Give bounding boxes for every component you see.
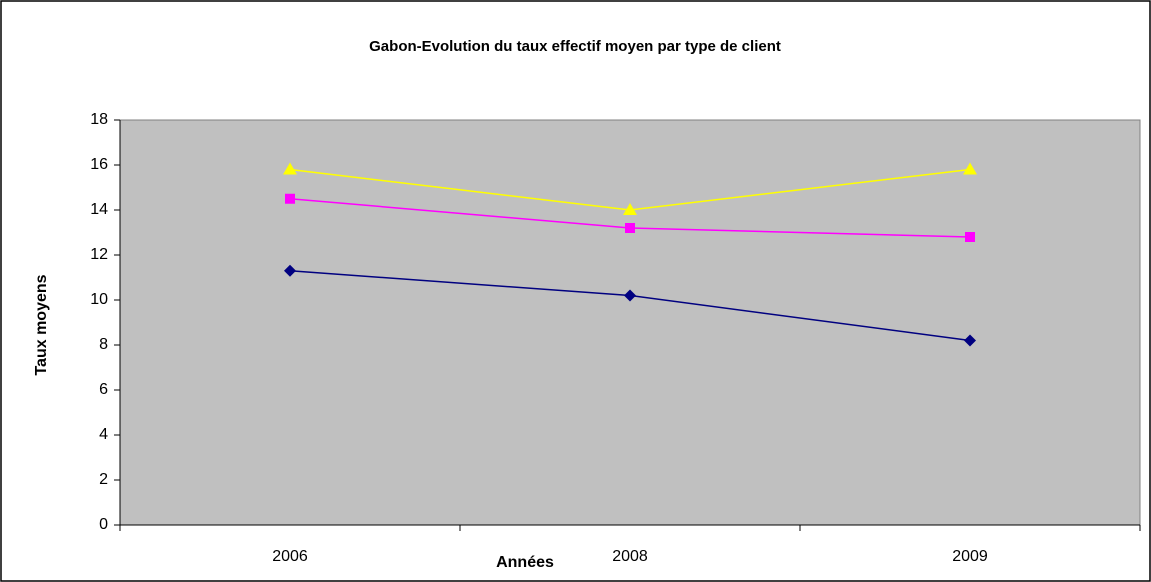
y-tick-label: 14 bbox=[90, 201, 108, 218]
x-tick-label: 2008 bbox=[612, 548, 648, 565]
point bbox=[625, 223, 635, 233]
chart-title: Gabon-Evolution du taux effectif moyen p… bbox=[369, 38, 781, 55]
y-tick-label: 6 bbox=[99, 381, 108, 398]
x-axis-title: Années bbox=[496, 554, 554, 571]
y-tick-label: 16 bbox=[90, 156, 108, 173]
y-tick-label: 18 bbox=[90, 111, 108, 128]
point bbox=[285, 193, 295, 204]
point bbox=[623, 203, 637, 215]
y-tick-label: 0 bbox=[99, 516, 108, 533]
point bbox=[624, 289, 636, 302]
point bbox=[283, 162, 297, 175]
point bbox=[963, 162, 977, 175]
x-tick-label: 2009 bbox=[952, 548, 988, 565]
y-tick-label: 12 bbox=[90, 246, 108, 263]
point bbox=[964, 334, 976, 347]
point bbox=[284, 264, 296, 277]
y-tick-label: 4 bbox=[99, 426, 108, 443]
y-tick-label: 8 bbox=[99, 336, 108, 353]
y-tick-label: 10 bbox=[90, 291, 108, 308]
y-tick-label: 2 bbox=[99, 471, 108, 488]
x-tick-label: 2006 bbox=[272, 548, 308, 565]
plot-area bbox=[119, 119, 1141, 526]
point bbox=[965, 232, 975, 242]
y-axis-title: Taux moyens bbox=[33, 274, 50, 375]
